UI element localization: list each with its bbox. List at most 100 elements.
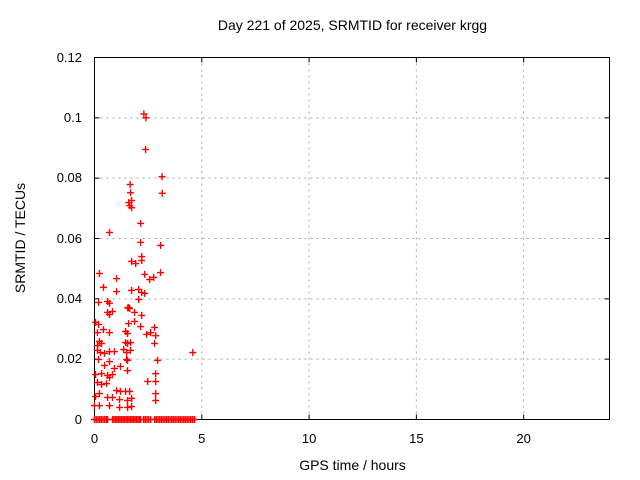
data-point-marker	[131, 308, 139, 316]
data-point-marker	[143, 330, 151, 338]
data-point-marker	[154, 356, 162, 364]
data-point-marker	[128, 403, 136, 411]
plot-border	[94, 57, 610, 420]
data-point-marker	[152, 332, 160, 340]
data-point-marker	[128, 286, 136, 294]
data-point-marker	[116, 396, 124, 404]
data-point-marker	[110, 348, 118, 356]
data-point-marker	[124, 330, 132, 338]
data-point-marker	[124, 396, 132, 404]
data-point-marker	[152, 377, 160, 385]
data-point-marker	[106, 402, 114, 410]
data-point-marker	[128, 257, 136, 265]
data-point-marker	[126, 181, 134, 189]
data-point-marker	[142, 146, 150, 154]
data-point-marker	[128, 394, 136, 402]
data-point-marker	[127, 346, 135, 354]
data-point-marker	[152, 390, 160, 398]
data-point-marker	[191, 416, 199, 423]
data-point-marker	[95, 269, 103, 277]
x-tick-label: 20	[516, 431, 531, 446]
data-point-marker	[137, 323, 145, 331]
data-point-marker	[127, 189, 135, 197]
data-point-marker	[126, 387, 134, 395]
data-point-marker	[95, 402, 103, 410]
y-tick-label: 0.1	[63, 109, 82, 125]
data-point-marker	[123, 349, 131, 357]
data-point-marker	[97, 349, 105, 357]
data-point-marker	[150, 273, 158, 281]
data-point-marker	[124, 403, 132, 411]
data-point-marker	[106, 358, 114, 366]
data-point-marker	[94, 329, 102, 337]
data-point-marker	[128, 204, 136, 212]
data-point-marker	[124, 339, 132, 347]
data-point-marker	[146, 276, 154, 284]
data-point-marker	[137, 238, 145, 246]
data-point-marker	[95, 298, 103, 306]
data-point-marker	[92, 371, 100, 379]
data-point-marker	[142, 114, 150, 122]
data-point-marker	[144, 377, 152, 385]
data-point-marker	[110, 365, 118, 373]
x-axis-label: GPS time / hours	[299, 457, 406, 473]
y-tick-label: 0.04	[56, 290, 82, 306]
data-point-marker	[95, 390, 103, 398]
y-tick-label: 0.02	[56, 351, 82, 367]
data-point-marker	[151, 339, 159, 347]
data-point-marker	[100, 326, 108, 334]
data-point-marker	[98, 339, 106, 347]
data-point-marker	[138, 311, 146, 319]
data-point-marker	[132, 260, 140, 268]
data-point-marker	[113, 275, 121, 283]
data-point-marker	[116, 362, 124, 370]
data-point-marker	[106, 299, 114, 307]
data-point-marker	[152, 396, 160, 404]
data-point-marker	[92, 393, 100, 401]
data-point-marker	[124, 356, 132, 364]
data-point-marker	[98, 381, 106, 389]
data-point-marker	[140, 110, 148, 118]
data-point-marker	[135, 295, 143, 303]
data-point-marker	[106, 329, 114, 337]
data-point-marker	[109, 393, 117, 401]
x-tick-label: 0	[90, 431, 99, 446]
data-point-marker	[101, 349, 109, 357]
data-point-marker	[103, 380, 111, 388]
data-point-marker	[189, 349, 197, 357]
data-point-marker	[126, 304, 134, 312]
x-tick-label: 5	[198, 431, 206, 446]
y-tick-label: 0.12	[56, 49, 82, 65]
data-point-marker	[116, 403, 124, 411]
data-point-marker	[147, 329, 155, 337]
chart-title: Day 221 of 2025, SRMTID for receiver krg…	[217, 17, 488, 33]
data-point-marker	[106, 374, 114, 382]
data-point-marker	[94, 378, 102, 386]
data-point-marker	[137, 219, 145, 227]
data-point-marker	[138, 257, 146, 265]
data-point-marker	[131, 317, 139, 325]
data-point-marker	[124, 367, 132, 375]
data-point-marker	[113, 288, 121, 296]
data-point-marker	[151, 323, 159, 331]
data-point-marker	[123, 355, 131, 363]
x-tick-label: 15	[409, 431, 424, 446]
data-point-marker	[141, 270, 149, 278]
data-point-marker	[158, 189, 166, 197]
data-point-marker	[113, 387, 121, 395]
data-point-marker	[106, 311, 114, 319]
data-point-marker	[141, 289, 149, 297]
data-point-marker	[158, 173, 166, 181]
data-point-marker	[98, 370, 106, 378]
data-point-marker	[95, 320, 103, 328]
data-point-marker	[101, 362, 109, 370]
data-point-marker	[152, 370, 160, 378]
data-point-marker	[157, 241, 165, 249]
y-tick-label: 0	[74, 411, 82, 427]
data-point-marker	[125, 320, 133, 328]
x-tick-label: 10	[301, 431, 317, 446]
y-tick-label: 0.08	[56, 170, 82, 186]
data-point-marker	[106, 228, 114, 236]
